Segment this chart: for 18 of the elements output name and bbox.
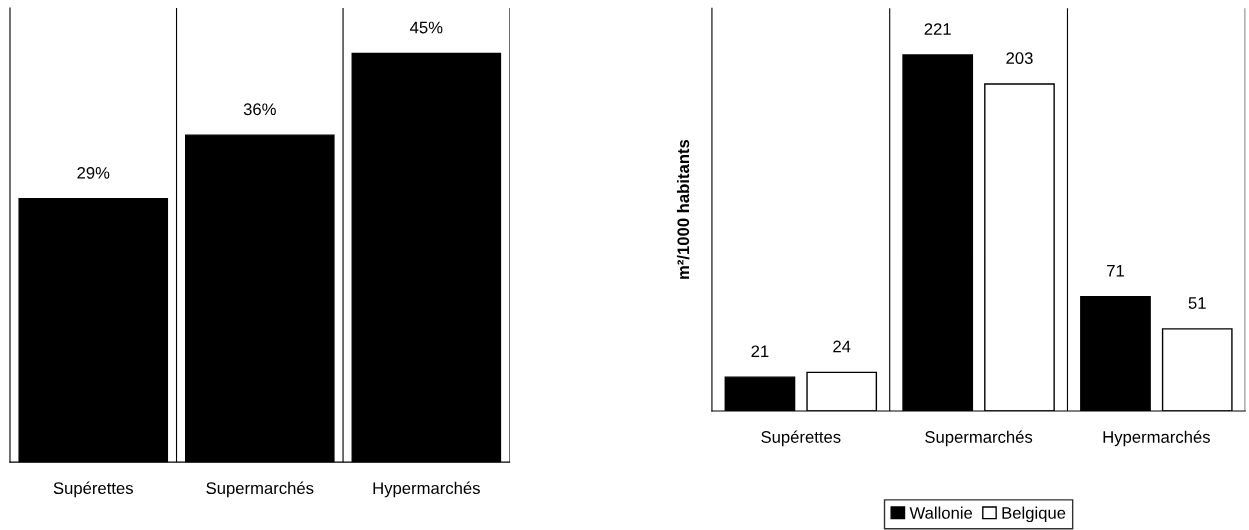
data-label: 221 (924, 23, 951, 35)
x-tick-label: Supermarchés (206, 481, 314, 498)
data-label: 24 (833, 340, 851, 353)
legend-label: Wallonie (909, 506, 973, 519)
data-label: 71 (1107, 265, 1124, 277)
x-tick-label: Supermarchés (925, 430, 1033, 447)
x-tick-label: Hypermarchés (373, 481, 480, 498)
data-label: 203 (1006, 52, 1033, 64)
data-label: 21 (751, 345, 769, 358)
data-label: 29% (77, 166, 110, 179)
y-axis-title: m²/1000 habitants (676, 139, 690, 279)
legend-label: Belgique (1002, 506, 1066, 523)
data-label: 51 (1188, 297, 1206, 309)
x-tick-label: Supérettes (761, 430, 841, 447)
x-tick-label: Supérettes (53, 481, 133, 498)
data-label: 36% (243, 103, 276, 116)
data-label: 45% (410, 21, 443, 34)
x-tick-label: Hypermarchés (1103, 430, 1210, 447)
